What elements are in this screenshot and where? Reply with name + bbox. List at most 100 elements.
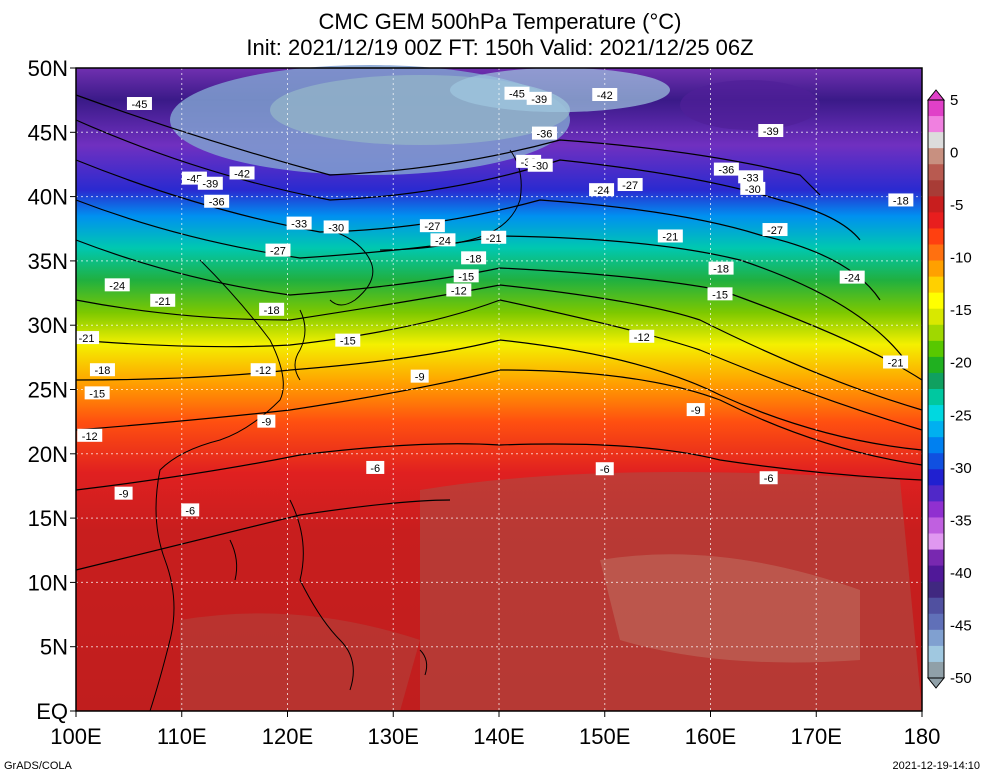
coastlines: [149, 149, 522, 712]
contour-label-bg: [204, 194, 230, 208]
contour-label-bg: [419, 219, 445, 233]
contour-label-bg: [430, 233, 456, 247]
contour-label-bg: [286, 216, 312, 230]
contour-label-bg: [250, 363, 276, 377]
lat-tick-label: 30N: [28, 313, 68, 338]
contour-label: -9: [691, 405, 701, 417]
colorbar-swatch: [928, 581, 944, 599]
contour-label: -21: [486, 233, 502, 245]
contour-label-bg: [229, 166, 255, 180]
contour-label-bg: [150, 293, 176, 307]
colorbar-label: 0: [950, 145, 958, 162]
colorbar-swatch: [928, 533, 944, 551]
contour-label: -39: [202, 179, 218, 191]
contour-label: -6: [764, 473, 774, 485]
colorbar-swatch: [928, 148, 944, 165]
lon-tick-label: 180: [904, 724, 941, 749]
warm-brown-area-west: [180, 613, 420, 711]
cold-trough: [680, 80, 820, 130]
contour-label: -36: [209, 197, 225, 209]
colorbar-label: -10: [950, 250, 972, 267]
contour-label-bg: [453, 269, 479, 283]
lat-tick-label: 50N: [28, 56, 68, 81]
contour-label-bg: [758, 124, 784, 138]
contour-label-bg: [259, 302, 285, 316]
colorbar-swatch: [928, 228, 944, 245]
lon-tick-label: 160E: [685, 724, 736, 749]
contour-label: -18: [94, 365, 110, 377]
colorbar-swatch: [928, 549, 944, 567]
colorbar-swatch: [928, 501, 944, 518]
contour-label-bg: [257, 414, 276, 428]
colorbar-swatch: [928, 260, 944, 278]
colorbar-swatch: [928, 356, 944, 374]
lon-tick-label: 110E: [157, 724, 207, 749]
colorbar-swatch: [928, 453, 944, 470]
colorbar-frame: [927, 99, 945, 679]
contour-label: -27: [622, 180, 638, 192]
contour-label: -15: [340, 336, 356, 348]
contour-label: -18: [713, 264, 729, 276]
colorbar-min-arrow: [926, 677, 946, 689]
contour-label: -24: [109, 280, 125, 292]
contour-label: -18: [893, 195, 909, 207]
footer-credit: GrADS/COLA: [4, 760, 72, 772]
lon-tick-label: 170E: [791, 724, 842, 749]
map-title: CMC GEM 500hPa Temperature (°C): [318, 9, 682, 34]
colorbar-swatch: [928, 244, 944, 262]
contour-label-bg: [708, 261, 734, 275]
contour-label-bg: [181, 503, 200, 517]
contour-label-bg: [265, 243, 291, 257]
contour-label: -30: [532, 161, 548, 173]
contour-label-bg: [839, 270, 865, 284]
colorbar-label: -45: [950, 617, 972, 634]
contour-label: -39: [531, 94, 547, 106]
colorbar-swatch: [928, 565, 944, 583]
contour-label: -12: [82, 431, 98, 443]
contour-label: -9: [415, 372, 425, 384]
contour-label: -42: [597, 90, 613, 102]
colorbar-swatch: [928, 629, 944, 647]
contour-label-bg: [589, 183, 615, 197]
contour-label-bg: [504, 86, 530, 100]
contour-label: -12: [255, 365, 271, 377]
contour-label-bg: [410, 369, 429, 383]
colorbar-swatch: [928, 421, 944, 438]
contour-label: -24: [594, 185, 610, 197]
colorbar-swatch: [928, 661, 944, 679]
colorbar-swatch: [928, 276, 944, 294]
contour-label: -6: [370, 463, 380, 475]
contour-label-bg: [592, 88, 618, 102]
contour-label: -15: [89, 388, 105, 400]
contour-label: -15: [712, 289, 728, 301]
lat-tick-label: 5N: [40, 635, 68, 660]
contour-label: -21: [888, 357, 904, 369]
contour-label-bg: [707, 287, 733, 301]
map-subtitle: Init: 2021/12/19 00Z FT: 150h Valid: 202…: [246, 35, 754, 60]
colorbar-swatch: [928, 645, 944, 663]
contour-label: -39: [763, 126, 779, 138]
contour-label-bg: [629, 329, 655, 343]
contour-label-bg: [531, 126, 557, 140]
contour-label: -18: [264, 305, 280, 317]
lon-tick-label: 150E: [579, 724, 630, 749]
colorbar-swatch: [928, 372, 944, 390]
colorbar-swatch: [928, 485, 944, 502]
contour-label-bg: [762, 223, 788, 237]
lat-tick-label: EQ: [36, 699, 68, 724]
latitude-labels: 50N 45N 40N 35N 30N 25N 20N 15N 10N 5N EQ: [28, 56, 76, 724]
colorbar-swatch: [928, 308, 944, 326]
colorbar-swatch: [928, 196, 944, 213]
colorbar-swatch: [928, 212, 944, 229]
contour-label: -45: [131, 99, 147, 111]
contour-label-bg: [686, 403, 705, 417]
contour-label: -27: [767, 225, 783, 237]
contour-label: -18: [466, 253, 482, 265]
colorbar-label: -15: [950, 302, 972, 319]
colorbar-swatch: [928, 164, 944, 181]
colorbar-swatch: [928, 340, 944, 358]
contour-label: -30: [745, 184, 761, 196]
colorbar-label: -25: [950, 407, 972, 424]
contour-label: -27: [424, 221, 440, 233]
colorbar-swatch: [928, 389, 944, 406]
